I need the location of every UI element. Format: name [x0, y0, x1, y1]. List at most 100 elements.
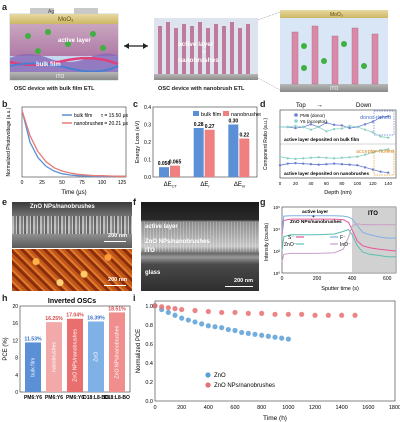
d-point [309, 163, 313, 166]
zoom-moo3-label: MoO₃ [330, 12, 343, 18]
b-xtick: 0 [21, 180, 24, 186]
i-point [245, 310, 251, 316]
g-annot-3: ZnO NPs/nanobrushes [290, 219, 342, 225]
g-xtick: 0 [281, 276, 284, 282]
i-point [159, 304, 165, 310]
panel-a: Ag MoO₃ active layer bulk film ITO OSC d… [8, 6, 393, 96]
d-point [340, 124, 344, 127]
c-bar [228, 124, 239, 177]
g-ytick: 10² [273, 249, 280, 254]
c-legend-nano: nanobrushes [231, 112, 261, 118]
d-point [325, 163, 328, 166]
d-point [363, 166, 367, 169]
h-bar-value: 11.53% [24, 336, 42, 342]
d-point [379, 149, 382, 152]
cross-section-sem: active layer ZnO NPs/nanobrushes ITO gla… [141, 202, 259, 291]
i-point [299, 311, 305, 317]
d-xtick: 40 [308, 181, 314, 186]
g-ito: ITO [368, 211, 378, 217]
c-category-label: ΔECT [164, 182, 178, 189]
panel-label-d: d [260, 99, 266, 109]
active-layer-label-a: active layer [58, 38, 91, 44]
g-annot-1: active layer [302, 209, 328, 215]
c-bar-label: 0.065 [169, 160, 182, 166]
b-xtick: 50 [59, 180, 65, 186]
i-point [192, 319, 198, 325]
d-point [340, 127, 344, 130]
panel-label-b: b [2, 99, 8, 109]
d-xtick: 80 [339, 181, 345, 186]
c-bar-label: 0.30 [228, 119, 238, 125]
bulk-device-diagram [9, 8, 119, 81]
d-point [294, 161, 297, 165]
d-down-label: Down [356, 103, 371, 109]
d-point [325, 156, 328, 159]
f-glass: glass [145, 270, 161, 276]
b-ylabel: Normalized Photovoltage (a.u.) [6, 107, 12, 176]
h-bar-inner-label: ZnO NPs/nanobrushes [72, 329, 78, 382]
i-xtick: 200 [177, 405, 186, 411]
d-xtick: 60 [324, 181, 330, 186]
d-point [302, 162, 305, 165]
d-point [332, 123, 336, 127]
i-point [225, 326, 231, 333]
i-point [285, 311, 291, 317]
i-xtick: 600 [230, 405, 239, 411]
i-ytick: 0.8 [145, 323, 153, 329]
d-point [302, 125, 305, 129]
d-xtick: 140 [385, 181, 393, 186]
i-point [219, 325, 225, 331]
d-point [294, 157, 297, 161]
f-zno-layer: ZnO NPs/nanobrushes [145, 239, 210, 245]
g-legend-f: F⁻ [340, 235, 346, 241]
d-point [371, 120, 374, 123]
i-point [352, 312, 358, 318]
h-bar-inner-label: bulk film [30, 358, 36, 377]
g-series-line [281, 223, 396, 263]
b-xtick: 25 [39, 180, 45, 186]
g-series-line [281, 218, 397, 252]
e-scale-top: 200 nm [108, 233, 127, 239]
i-xtick: 1400 [336, 405, 348, 411]
panel-label-f: f [133, 197, 136, 207]
i-point [185, 317, 191, 323]
h-bar-inner-label: ZnO NPs/nanobrushes [114, 325, 120, 378]
comparison-arrow-icon [124, 43, 148, 49]
d-ylabel: Component Ratio (a.u.) [263, 118, 269, 170]
i-point [245, 330, 251, 336]
b-xtick: 125 [118, 180, 127, 186]
i-point [172, 306, 178, 312]
i-ytick: 1.0 [145, 304, 153, 310]
i-point [259, 310, 265, 316]
i-point [205, 308, 211, 315]
h-ylabel: PCE (%) [3, 337, 9, 360]
d-point [309, 156, 313, 159]
panel-label-a: a [2, 2, 8, 12]
c-ytick: 0.4 [144, 105, 151, 111]
i-ytick: 0.4 [145, 361, 153, 367]
i-point [259, 332, 265, 338]
h-category: D18:L8-BO [104, 395, 130, 401]
d-point [387, 171, 390, 174]
panel-h-chart: Inverted OSCs 11.53% bulk film PM6:Y6 16.25… [3, 298, 131, 401]
g-legend-zno: ZnO⁻ [284, 242, 297, 248]
c-ytick: 0.2 [144, 140, 151, 146]
device-schematics: Ag MoO₃ active layer bulk film ITO OSC d… [9, 8, 388, 92]
h-bar [67, 318, 83, 392]
mid-active-label: active layer [178, 41, 214, 48]
g-xtick: 600 [383, 276, 392, 282]
i-point [285, 336, 291, 342]
c-category-label: ΔEr [200, 182, 210, 189]
c-bar-label: 0.27 [205, 124, 215, 130]
b-tau-bulk: τ = 15.50 μs [101, 113, 128, 119]
nanobrush-device-caption: OSC device with nanobrush ETL [158, 86, 245, 92]
mid-nanobrush-label: nanobrushes [178, 57, 219, 64]
c-bar [239, 138, 250, 177]
g-xtick: 200 [313, 276, 322, 282]
panel-i-chart: 0 200 400 600 800 1000 1200 1400 1600 1800 0.0 0.2 0… [136, 300, 400, 422]
zoomed-nanobrush-diagram [280, 10, 388, 92]
h-ytick: 16 [12, 321, 18, 327]
d-point [294, 124, 297, 128]
e-title: ZnO NPs/nanobrushes [30, 204, 95, 210]
